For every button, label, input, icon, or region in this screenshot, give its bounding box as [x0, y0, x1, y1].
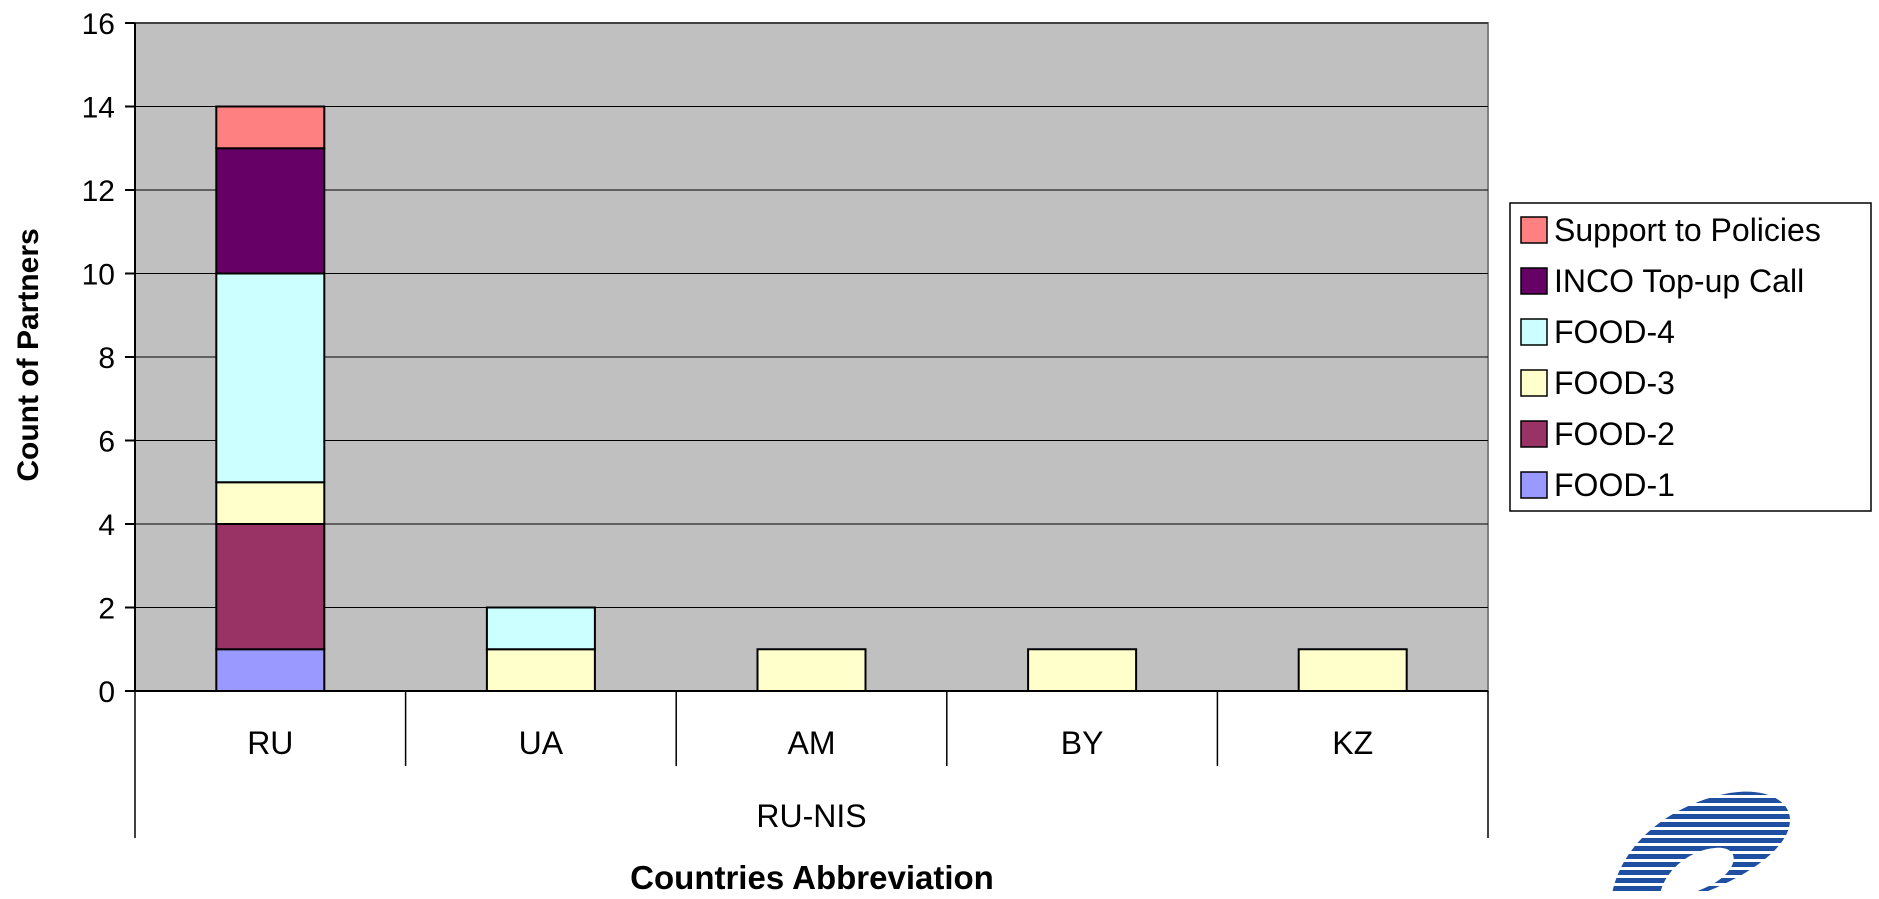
y-tick-label: 4 [98, 509, 115, 542]
x-tick-label: BY [1061, 725, 1104, 761]
y-tick-label: 2 [98, 593, 115, 626]
legend-label: FOOD-2 [1554, 416, 1675, 452]
bars-group [215, 105, 1408, 692]
legend-swatch [1520, 369, 1548, 397]
y-tick-label: 6 [98, 426, 115, 459]
fp6-logo-icon [1612, 791, 1790, 894]
x-tick-label: RU [247, 725, 293, 761]
y-tick-label: 16 [82, 8, 115, 41]
bar-segment-ru-food-1 [215, 648, 326, 692]
bar-segment-ru-food-2 [215, 523, 326, 651]
x-tick-label: AM [788, 725, 836, 761]
legend-swatch [1520, 420, 1548, 448]
bar-segment-am-food-3 [756, 648, 867, 692]
legend-label: FOOD-4 [1554, 314, 1675, 350]
legend-swatch [1520, 318, 1548, 346]
legend-label: FOOD-1 [1554, 467, 1675, 503]
bar-segment-ua-food-3 [485, 648, 596, 692]
bar-segment-ua-food-4 [485, 606, 596, 651]
legend-label: Support to Policies [1554, 212, 1821, 248]
bar-segment-by-food-3 [1027, 648, 1138, 692]
bar-segment-ru-food-3 [215, 481, 326, 525]
legend: Support to Policies INCO Top-up Call FOOD-… [1509, 202, 1872, 512]
bar-segment-ru-inco-top-up-call [215, 147, 326, 275]
y-axis-title: Count of Partners [12, 228, 45, 481]
legend-swatch [1520, 471, 1548, 499]
plot-area [134, 22, 1489, 692]
x-group-label: RU-NIS [756, 798, 866, 834]
x-tick-label: UA [519, 725, 564, 761]
legend-swatch [1520, 216, 1548, 244]
y-tick-label: 12 [82, 175, 115, 208]
y-tick-label: 10 [82, 259, 115, 292]
logo-cutout [1660, 847, 1734, 894]
y-tick-label: 8 [98, 342, 115, 375]
legend-label: INCO Top-up Call [1554, 263, 1804, 299]
bar-segment-ru-support-to-policies [215, 105, 326, 150]
legend-box [1509, 202, 1872, 512]
legend-label: FOOD-3 [1554, 365, 1675, 401]
axes-group: 0 2 4 6 8 10 12 14 16 RU UA AM BY KZ RU-NIS [82, 8, 1489, 838]
y-tick-label: 14 [82, 92, 115, 125]
y-tick-label: 0 [98, 676, 115, 709]
x-tick-label: KZ [1332, 725, 1373, 761]
bar-segment-ru-food-4 [215, 272, 326, 484]
legend-swatch [1520, 267, 1548, 295]
bar-segment-kz-food-3 [1297, 648, 1408, 692]
x-axis-title: Countries Abbreviation [630, 859, 994, 894]
